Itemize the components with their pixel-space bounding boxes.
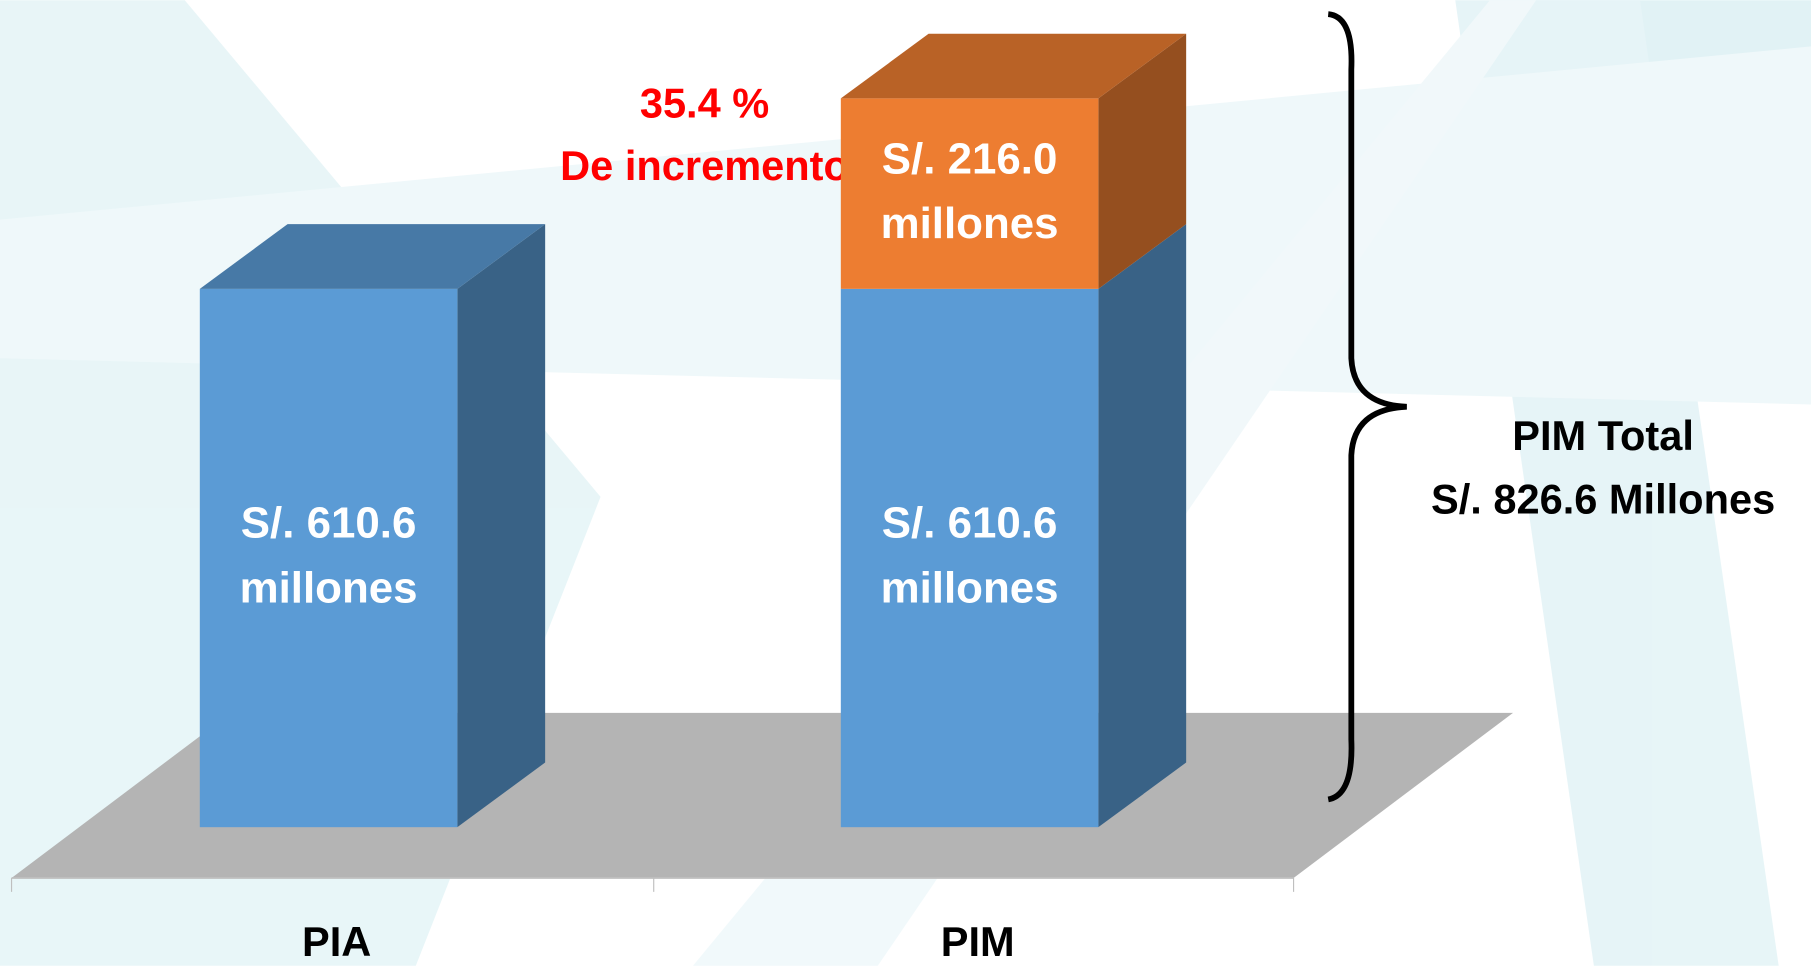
brace — [1327, 11, 1407, 803]
bar-side — [1098, 224, 1187, 828]
value-label: S/. 610.6 millones — [881, 498, 1059, 612]
bar-top — [840, 33, 1187, 99]
annotation: De incremento — [560, 142, 849, 189]
value-label-line: S/. 610.6 — [241, 498, 417, 547]
value-label-line: S/. 610.6 — [882, 498, 1058, 547]
bar — [840, 288, 1099, 828]
annotation: S/. 826.6 Millones — [1431, 476, 1775, 523]
value-label-line: millones — [881, 199, 1059, 248]
x-tick-label: PIM — [941, 918, 1015, 965]
annotation: 35.4 % — [640, 79, 769, 126]
bar-top — [199, 224, 546, 289]
bar-side — [457, 224, 546, 828]
value-label-line: S/. 216.0 — [882, 134, 1058, 183]
annotation: PIM Total — [1512, 412, 1694, 459]
bar — [199, 288, 458, 828]
value-label: S/. 216.0 millones — [881, 134, 1059, 248]
value-label-line: millones — [881, 563, 1059, 612]
bar-side — [1098, 33, 1187, 289]
value-label-line: millones — [240, 563, 418, 612]
value-label: S/. 610.6 millones — [240, 498, 418, 612]
bar — [840, 98, 1099, 289]
x-tick-label: PIA — [302, 918, 371, 965]
